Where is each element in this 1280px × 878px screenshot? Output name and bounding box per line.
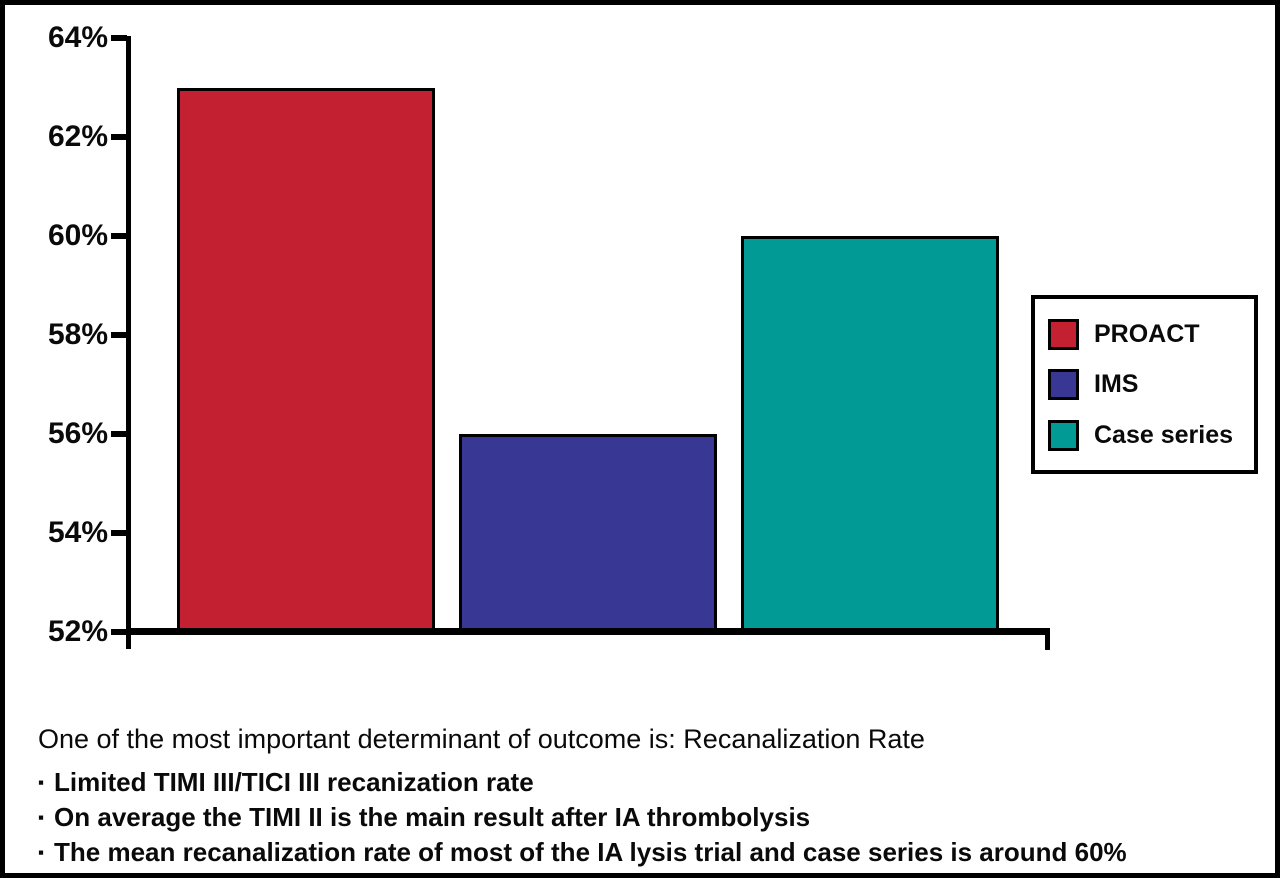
legend-label: Case series <box>1094 420 1234 449</box>
legend: PROACT IMS Case series <box>1031 295 1258 474</box>
bar-proact <box>177 88 435 633</box>
y-axis-line <box>126 36 131 649</box>
legend-item: Case series <box>1048 419 1254 451</box>
legend-swatch-icon <box>1048 369 1079 400</box>
y-tick-label: 54% <box>47 516 108 549</box>
y-tick <box>111 332 127 338</box>
y-tick <box>111 134 127 140</box>
legend-label: IMS <box>1094 370 1139 398</box>
notes-block: One of the most important determinant of… <box>38 723 1258 870</box>
bar-case-series <box>741 236 999 633</box>
y-tick-label: 56% <box>47 417 108 450</box>
y-tick <box>111 35 127 41</box>
notes-heading: One of the most important determinant of… <box>38 724 925 754</box>
legend-label: PROACT <box>1094 319 1200 348</box>
y-tick <box>111 629 127 635</box>
bar-ims <box>459 434 717 633</box>
y-tick-label: 60% <box>47 219 108 252</box>
bullet-square-icon: ▪ <box>38 808 45 827</box>
legend-swatch-icon <box>1048 318 1079 350</box>
x-axis-end-tick <box>1045 628 1050 650</box>
bullet-square-icon: ▪ <box>38 773 45 792</box>
bullet-item: ▪ Limited TIMI III/TICI III recanization … <box>38 765 1258 800</box>
y-tick <box>111 233 127 239</box>
y-tick-label: 58% <box>47 318 108 351</box>
y-tick-label: 52% <box>47 615 108 648</box>
y-tick-label: 64% <box>47 21 108 54</box>
x-axis-line <box>126 628 1050 635</box>
bullet-list: ▪ Limited TIMI III/TICI III recanization … <box>38 765 1258 870</box>
bar-chart-plot: 52% 54% 56% 58% 60% 62% 64% <box>5 5 1275 705</box>
y-tick <box>111 431 127 437</box>
legend-swatch-icon <box>1048 419 1079 451</box>
legend-item: PROACT <box>1048 318 1254 350</box>
bullet-square-icon: ▪ <box>38 843 45 862</box>
bullet-item: ▪ The mean recanalization rate of most of… <box>38 835 1258 870</box>
y-tick-label: 62% <box>47 120 108 153</box>
legend-item: IMS <box>1048 369 1254 400</box>
bullet-item: ▪ On average the TIMI II is the main resu… <box>38 800 1258 835</box>
y-tick <box>111 530 127 536</box>
